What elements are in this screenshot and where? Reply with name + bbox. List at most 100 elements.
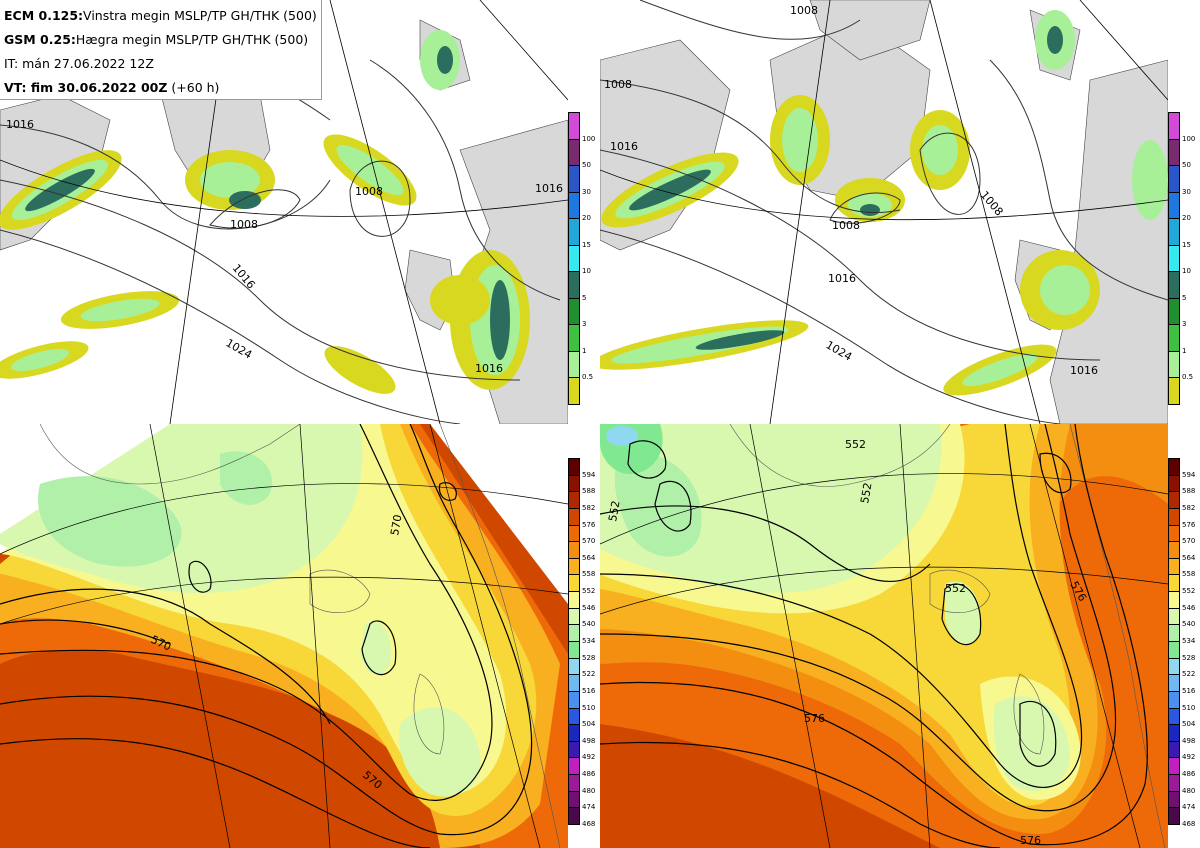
height-legend-label: 486: [1182, 770, 1196, 779]
precip-legend-label: 5: [582, 293, 587, 302]
precip-legend-swatch: [1168, 138, 1180, 167]
svg-text:1016: 1016: [535, 182, 563, 195]
precip-legend-swatch: [1168, 377, 1180, 405]
svg-text:1008: 1008: [230, 218, 258, 231]
init-time-line: IT: mán 27.06.2022 12Z: [4, 56, 154, 71]
height-legend-label: 576: [582, 520, 596, 529]
height-legend-swatch: [568, 740, 580, 759]
height-legend-label: 558: [1182, 570, 1196, 579]
precip-legend-swatch: [568, 218, 580, 246]
height-legend-label: 564: [582, 553, 596, 562]
precip-legend-swatch: [1168, 297, 1180, 326]
precip-legend-label: 3: [1182, 320, 1187, 329]
height-legend-swatch: [568, 790, 580, 809]
height-legend-label: 504: [582, 720, 596, 729]
height-legend-label: 480: [1182, 786, 1196, 795]
height-legend-swatch: [1168, 574, 1180, 593]
height-legend-label: 504: [1182, 720, 1196, 729]
precip-legend-label: 100: [582, 134, 596, 143]
height-legend-label: 528: [582, 653, 596, 662]
svg-text:1008: 1008: [604, 78, 632, 91]
height-legend-label: 534: [1182, 636, 1196, 645]
ecm-mslp-svg: 1016 1008 1008 1016 1024 1016 1016: [0, 0, 568, 424]
height-legend-label: 594: [582, 470, 596, 479]
precip-legend: 100 50 30 20 15 10 5 3 1 0.5: [568, 112, 600, 405]
gsm-500-svg: 552 552 552 552 576 576 576: [600, 424, 1168, 848]
height-legend-swatch: [1168, 657, 1180, 676]
height-legend-label: 546: [1182, 603, 1196, 612]
height-legend-swatch: [568, 491, 580, 509]
height-legend-label: 468: [582, 819, 596, 828]
height-legend-label: 588: [1182, 487, 1196, 496]
svg-text:1016: 1016: [475, 362, 503, 375]
precip-legend-swatch: [1168, 191, 1180, 220]
svg-text:552: 552: [606, 500, 622, 523]
height-legend-swatch: [1168, 790, 1180, 809]
precip-legend-swatch: [1168, 271, 1180, 299]
height-legend-label: 522: [582, 670, 596, 679]
precip-legend-label: 30: [582, 187, 591, 196]
height-legend-label: 516: [582, 686, 596, 695]
height-legend-label: 564: [1182, 553, 1196, 562]
precip-legend-label: 0.5: [1182, 373, 1194, 382]
thickness-band-540-south: [993, 696, 1070, 791]
thickness-band-534: [38, 476, 182, 567]
height-legend-swatch: [568, 724, 580, 742]
ecm-500-map: 570 570 570: [0, 424, 568, 848]
height-legend-swatch: [1168, 524, 1180, 543]
height-legend-swatch: [1168, 641, 1180, 659]
svg-text:576: 576: [804, 712, 825, 725]
precip-legend-swatch: [568, 350, 580, 379]
height-legend-swatch: [1168, 674, 1180, 692]
height-legend-label: 498: [1182, 736, 1196, 745]
height-legend-swatch: [568, 524, 580, 543]
precip-legend-label: 0.5: [582, 373, 594, 382]
height-legend-swatch: [1168, 707, 1180, 726]
height-legend-label: 510: [582, 703, 596, 712]
gsm-500-map: 552 552 552 552 576 576 576: [600, 424, 1168, 848]
ecm-500-svg: 570 570 570: [0, 424, 568, 848]
precip-legend-swatch: [1168, 218, 1180, 246]
precip-legend-swatch: [568, 377, 580, 405]
precip-legend-label: 10: [582, 267, 591, 276]
height-legend-label: 540: [582, 620, 596, 629]
svg-text:576: 576: [1020, 834, 1041, 847]
height-legend-label: 588: [582, 487, 596, 496]
height-legend-swatch: [568, 807, 580, 825]
height-legend-swatch: [1168, 807, 1180, 825]
height-legend-label: 582: [1182, 503, 1196, 512]
precip-legend-swatch: [1168, 165, 1180, 193]
height-legend-swatch: [1168, 690, 1180, 709]
thickness-band-534-b: [220, 451, 272, 505]
precip-legend-swatch: [568, 138, 580, 167]
precip-legend-swatch: [1168, 350, 1180, 379]
height-legend-label: 582: [582, 503, 596, 512]
height-legend-swatch: [1168, 591, 1180, 609]
scandinavia-land: [1049, 59, 1168, 424]
gsm-info-line: GSM 0.25:Hægra megin MSLP/TP GH/THK (500…: [4, 32, 309, 47]
svg-text:1016: 1016: [6, 118, 34, 131]
precip-legend-swatch: [568, 165, 580, 193]
valid-time-line: VT: fim 30.06.2022 00Z (+60 h): [4, 80, 220, 95]
height-legend-label: 570: [582, 537, 596, 546]
land-outlines: [39, 424, 561, 848]
height-legend-label: 546: [582, 603, 596, 612]
height-legend-swatch: [1168, 624, 1180, 642]
height-legend-label: 522: [1182, 670, 1196, 679]
height-legend-label: 492: [1182, 753, 1196, 762]
svg-text:552: 552: [845, 438, 866, 451]
precip-legend-swatch: [568, 244, 580, 273]
ecm-info-line: ECM 0.125:Vinstra megin MSLP/TP GH/THK (…: [4, 8, 317, 23]
precip-legend-swatch: [1168, 244, 1180, 273]
height-legend-swatch: [1168, 557, 1180, 576]
height-legend-swatch: [1168, 757, 1180, 776]
graticule: [0, 424, 568, 848]
height-legend-label: 516: [1182, 686, 1196, 695]
height-legend-label: 558: [582, 570, 596, 579]
precip-legend-label: 50: [582, 161, 591, 170]
height-legend-label: 540: [1182, 620, 1196, 629]
gsm-mslp-svg: 1008 1008 1016 1008 1008 1016 1024 1016: [600, 0, 1168, 424]
thickness-band-540-mid: [945, 581, 981, 645]
height-legend-label: 552: [1182, 587, 1196, 596]
precip-legend-right: 100 50 30 20 15 10 5 3 1 0.5: [1168, 112, 1200, 405]
